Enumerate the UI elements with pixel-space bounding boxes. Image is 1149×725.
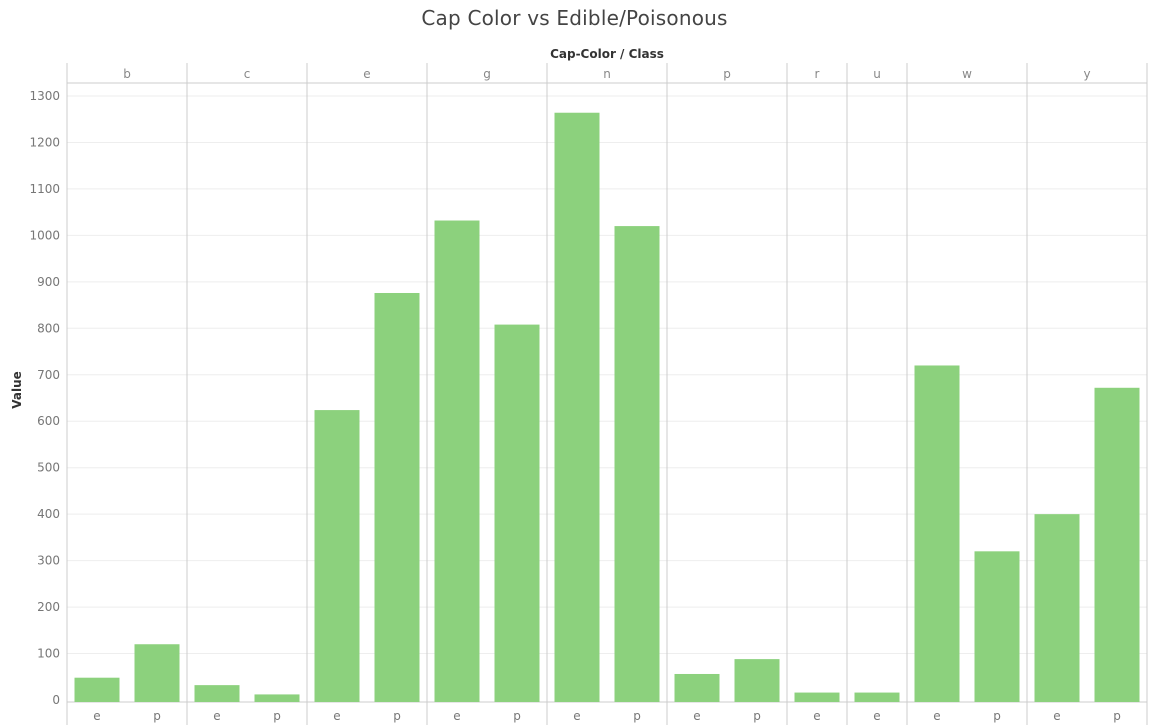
bar-y-e bbox=[1034, 514, 1080, 702]
group-header-label: n bbox=[603, 67, 611, 81]
x-tick-label: p bbox=[1113, 709, 1121, 723]
bar-p-p bbox=[734, 659, 780, 702]
y-tick-label: 100 bbox=[37, 647, 60, 661]
x-tick-label: p bbox=[153, 709, 161, 723]
column-header-title: Cap-Color / Class bbox=[550, 47, 664, 61]
x-tick-label: e bbox=[693, 709, 700, 723]
group-header-label: e bbox=[363, 67, 370, 81]
x-tick-label: p bbox=[393, 709, 401, 723]
group-header-label: c bbox=[244, 67, 251, 81]
bar-e-p bbox=[374, 292, 420, 702]
bar-b-p bbox=[134, 644, 180, 702]
group-header-label: w bbox=[962, 67, 972, 81]
group-header-label: b bbox=[123, 67, 131, 81]
y-tick-label: 700 bbox=[37, 368, 60, 382]
y-tick-label: 200 bbox=[37, 600, 60, 614]
bar-e-e bbox=[314, 410, 360, 702]
y-tick-label: 0 bbox=[52, 693, 60, 707]
bar-g-e bbox=[434, 220, 480, 703]
x-tick-label: e bbox=[873, 709, 880, 723]
group-header-label: r bbox=[815, 67, 820, 81]
x-tick-label: e bbox=[333, 709, 340, 723]
y-tick-label: 800 bbox=[37, 321, 60, 335]
bar-g-p bbox=[494, 324, 540, 702]
x-tick-label: p bbox=[633, 709, 641, 723]
y-tick-label: 1200 bbox=[29, 135, 60, 149]
bar-r-e bbox=[794, 692, 840, 702]
x-tick-label: p bbox=[753, 709, 761, 723]
bar-u-e bbox=[854, 692, 900, 702]
bar-b-e bbox=[74, 677, 120, 702]
bar-w-e bbox=[914, 365, 960, 702]
y-tick-label: 500 bbox=[37, 461, 60, 475]
bar-w-p bbox=[974, 551, 1020, 702]
bar-c-e bbox=[194, 685, 240, 702]
x-tick-label: e bbox=[933, 709, 940, 723]
bar-c-p bbox=[254, 694, 300, 702]
y-tick-label: 1100 bbox=[29, 182, 60, 196]
chart-title: Cap Color vs Edible/Poisonous bbox=[421, 6, 728, 30]
y-tick-label: 300 bbox=[37, 554, 60, 568]
bar-n-e bbox=[554, 112, 600, 703]
x-tick-label: e bbox=[453, 709, 460, 723]
x-tick-label: p bbox=[993, 709, 1001, 723]
group-header-label: p bbox=[723, 67, 731, 81]
y-tick-label: 1000 bbox=[29, 228, 60, 242]
group-header-label: y bbox=[1083, 67, 1090, 81]
x-tick-label: p bbox=[273, 709, 281, 723]
bar-p-e bbox=[674, 673, 720, 702]
bar-y-p bbox=[1094, 387, 1140, 702]
x-tick-label: e bbox=[1053, 709, 1060, 723]
x-tick-label: p bbox=[513, 709, 521, 723]
group-header-label: g bbox=[483, 67, 491, 81]
y-tick-label: 400 bbox=[37, 507, 60, 521]
bar-n-p bbox=[614, 226, 660, 703]
y-tick-label: 1300 bbox=[29, 89, 60, 103]
group-header-label: u bbox=[873, 67, 881, 81]
y-axis-title: Value bbox=[10, 371, 24, 409]
y-tick-label: 600 bbox=[37, 414, 60, 428]
x-tick-label: e bbox=[93, 709, 100, 723]
y-tick-label: 900 bbox=[37, 275, 60, 289]
x-tick-label: e bbox=[573, 709, 580, 723]
x-tick-label: e bbox=[813, 709, 820, 723]
x-tick-label: e bbox=[213, 709, 220, 723]
